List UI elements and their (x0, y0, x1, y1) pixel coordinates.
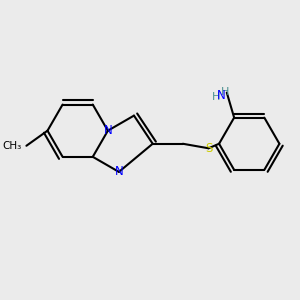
Text: H: H (221, 87, 230, 97)
Text: N: N (217, 89, 225, 102)
Text: N: N (115, 165, 123, 178)
Text: N: N (103, 124, 112, 137)
Text: S: S (205, 142, 212, 155)
Text: CH₃: CH₃ (3, 141, 22, 151)
Text: H: H (212, 92, 221, 102)
